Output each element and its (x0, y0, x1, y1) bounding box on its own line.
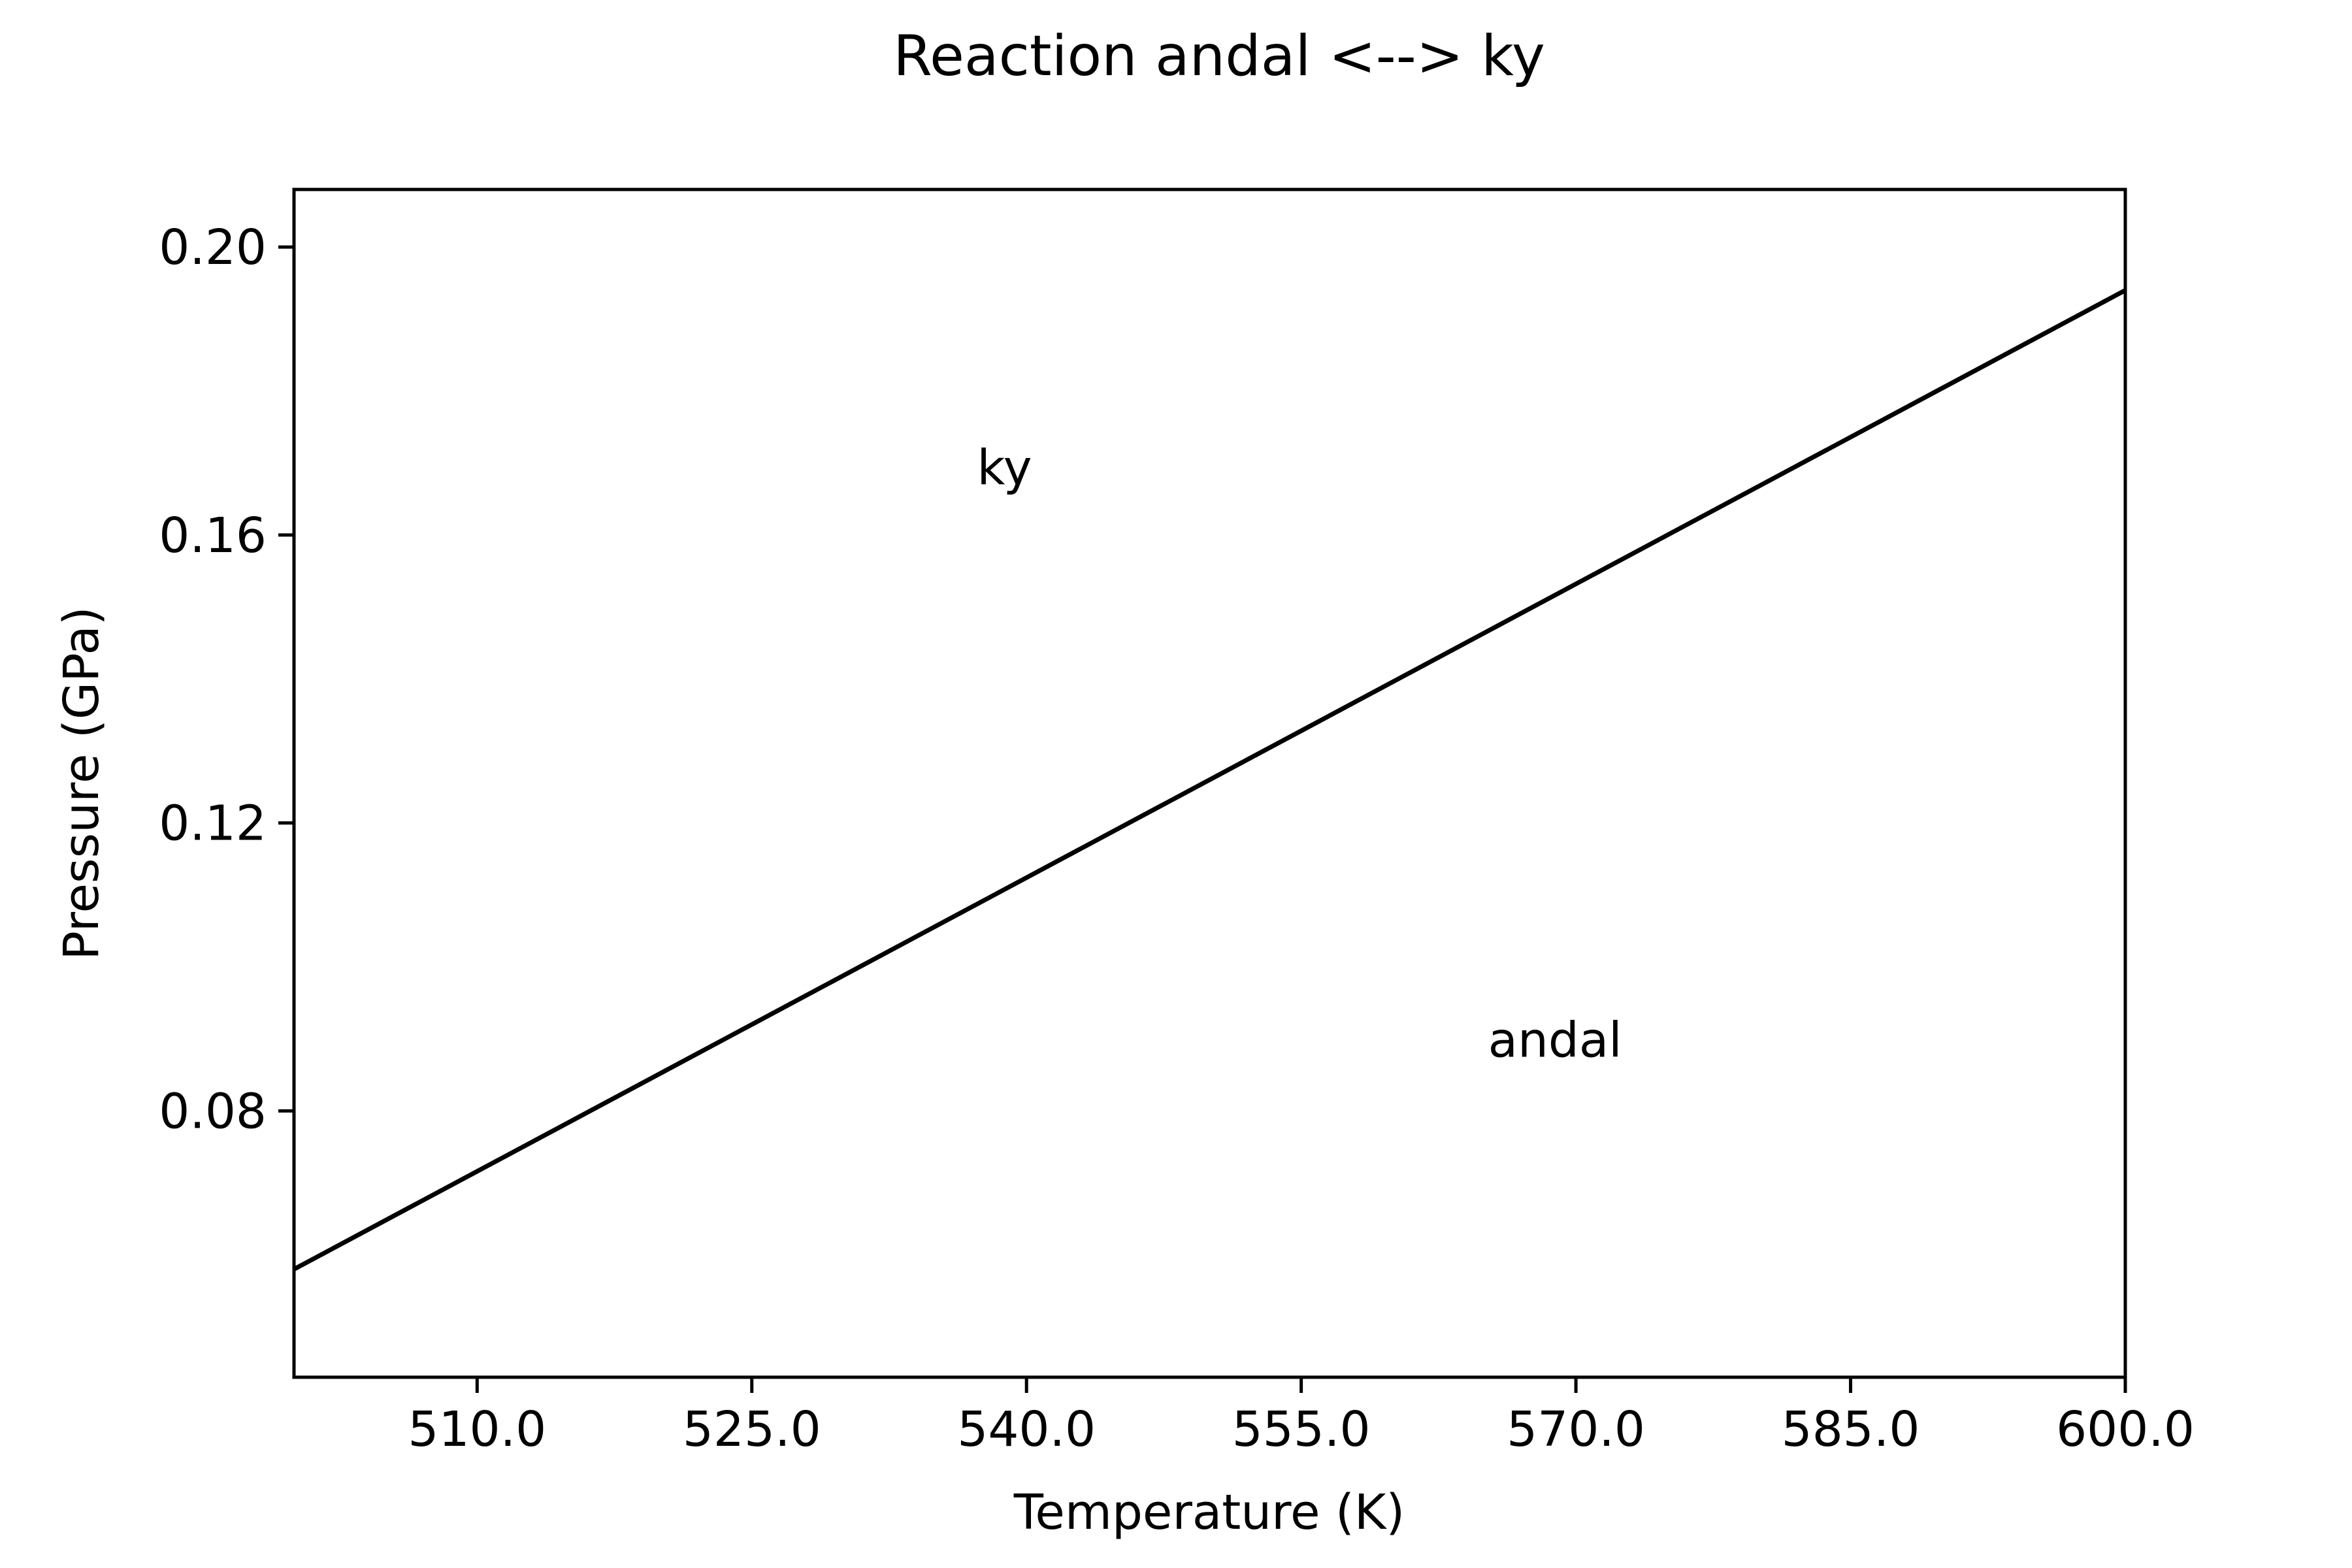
annotation-label: andal (1488, 1013, 1622, 1069)
y-tick-label: 0.20 (159, 220, 267, 276)
chart-title: Reaction andal <--> ky (893, 24, 1545, 89)
plot-area: ky andal (293, 288, 2127, 1271)
plot-frame (292, 188, 2127, 1379)
series-line (293, 288, 2127, 1271)
x-tick-label: 585.0 (1782, 1401, 1920, 1458)
y-axis-label: Pressure (GPa) (54, 606, 110, 960)
x-axis-label: Temperature (K) (1013, 1484, 1405, 1541)
y-tick-label: 0.16 (159, 508, 267, 564)
x-tick-label: 600.0 (2056, 1401, 2195, 1458)
x-tick-label: 510.0 (408, 1401, 546, 1458)
x-tick-label: 555.0 (1232, 1401, 1371, 1458)
y-tick-label: 0.08 (159, 1083, 267, 1139)
x-tick-label: 570.0 (1507, 1401, 1645, 1458)
y-tick-label: 0.12 (159, 796, 267, 852)
y-axis: 0.08 0.12 0.16 0.20 (159, 220, 294, 1139)
x-axis: 510.0 525.0 540.0 555.0 570.0 585.0 600.0 (408, 1377, 2195, 1458)
annotation-label: ky (977, 440, 1032, 497)
x-tick-label: 525.0 (683, 1401, 821, 1458)
x-tick-label: 540.0 (957, 1401, 1096, 1458)
